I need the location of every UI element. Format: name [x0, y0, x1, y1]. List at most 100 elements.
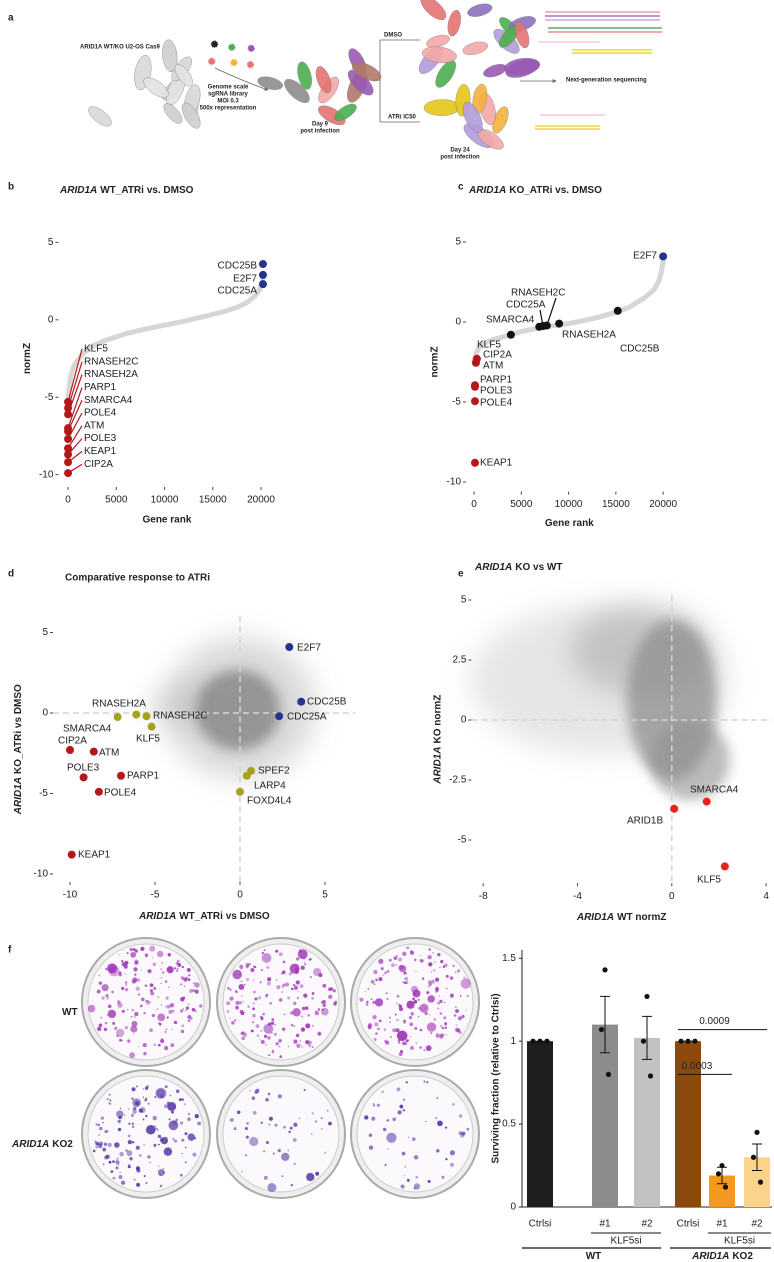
colony [184, 1161, 187, 1164]
x-tick-label: -10 [63, 890, 78, 901]
colony [386, 1132, 397, 1143]
colony [145, 999, 148, 1003]
chart-title-text: KO_ATRi vs. DMSO [509, 185, 602, 196]
colony [164, 1030, 167, 1033]
colony [163, 1147, 173, 1156]
colony [180, 1029, 185, 1034]
colony [127, 1139, 132, 1145]
y-axis-label-italic: ARID1A [13, 777, 24, 815]
colony [327, 1110, 329, 1112]
y-tick-label: -5 [452, 397, 461, 408]
colony [167, 1101, 177, 1111]
leader-line [67, 425, 83, 449]
colony [454, 971, 457, 974]
colony [296, 1043, 301, 1048]
colony [135, 1145, 140, 1150]
colony [157, 1013, 166, 1022]
colony [308, 1044, 311, 1047]
y-axis-label: normZ [430, 346, 441, 377]
colony [370, 998, 373, 1001]
colony [317, 1008, 321, 1011]
colony [314, 1010, 320, 1016]
colony [290, 1184, 293, 1187]
virus [246, 60, 255, 69]
colony [244, 1126, 248, 1131]
colony [396, 1019, 399, 1022]
point-label: PARP1 [127, 771, 159, 782]
colony [173, 1020, 178, 1025]
colony [404, 981, 407, 985]
colony [132, 1106, 137, 1111]
colony [374, 1022, 379, 1027]
colony [235, 1000, 240, 1005]
colony [321, 1008, 324, 1011]
virus [207, 57, 216, 66]
cell [483, 64, 507, 78]
colony [238, 984, 245, 990]
colony [109, 1102, 112, 1106]
colony [135, 1166, 140, 1171]
colony [389, 1016, 391, 1019]
colony [454, 1005, 457, 1009]
colony [97, 1026, 102, 1031]
colony [184, 976, 189, 981]
colony [157, 1134, 162, 1138]
colony [124, 960, 129, 966]
colony [124, 987, 129, 992]
colony [240, 1011, 245, 1016]
colony [159, 1136, 162, 1139]
colony [133, 1015, 136, 1018]
colony [437, 1120, 443, 1127]
colony [181, 1153, 183, 1155]
colony [429, 962, 432, 965]
colony [376, 1103, 380, 1107]
colony [406, 1178, 410, 1182]
colony [187, 1015, 192, 1019]
replicate-point [530, 1038, 536, 1044]
colony [256, 1034, 260, 1037]
colony [95, 1123, 98, 1126]
leader-line [67, 412, 83, 440]
x-tick-label: #1 [599, 1219, 611, 1230]
cell [514, 21, 530, 49]
colony [112, 1160, 115, 1163]
colony [378, 1019, 382, 1023]
y-tick-label: -2.5 [449, 775, 467, 786]
point-label: CDC25B [307, 697, 347, 708]
rank-curve [65, 270, 267, 405]
colony [443, 1016, 447, 1020]
colony [102, 1147, 107, 1152]
colony [285, 982, 290, 987]
point-label: KLF5 [84, 344, 108, 355]
colony [409, 1035, 412, 1038]
colony [188, 974, 191, 977]
y-tick-label: -5 [44, 392, 53, 403]
colony [281, 1175, 284, 1177]
colony [399, 1104, 404, 1109]
colony [161, 1038, 163, 1040]
point [285, 642, 294, 651]
colony [95, 1145, 99, 1149]
colony [392, 1117, 397, 1122]
colony [118, 953, 120, 956]
colony [102, 1163, 105, 1166]
colony [304, 963, 307, 966]
colony [303, 993, 308, 998]
point [66, 746, 74, 755]
y-axis-label: ARID1A KO_ATRi vs DMSO [13, 684, 24, 815]
colony [429, 1014, 431, 1016]
colony [439, 999, 443, 1004]
colony [229, 1117, 234, 1122]
colony [292, 1008, 301, 1017]
colony [289, 1126, 293, 1130]
colony [439, 966, 441, 969]
colony [324, 1151, 327, 1154]
colony [396, 995, 400, 998]
cell [421, 46, 457, 64]
colony [121, 1009, 125, 1013]
cell [462, 41, 489, 55]
colony [277, 1148, 281, 1153]
colony [466, 1127, 470, 1131]
colony [118, 972, 122, 977]
colony [166, 1004, 171, 1009]
